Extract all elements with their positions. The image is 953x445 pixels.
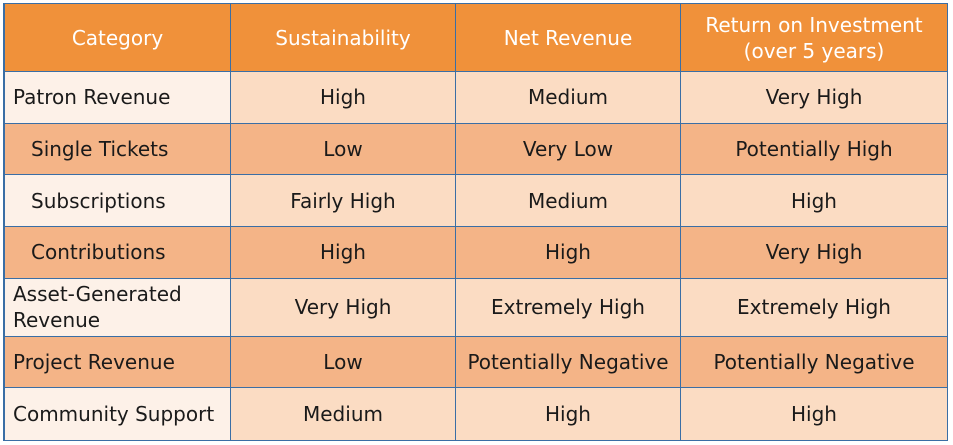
cell-sustainability: High xyxy=(231,227,455,279)
cell-net-revenue: High xyxy=(456,388,680,440)
cell-category: Project Revenue xyxy=(5,336,230,389)
cell-roi: Potentially Negative xyxy=(681,336,947,389)
cell-category: Contributions xyxy=(5,227,230,279)
cell-sustainability: High xyxy=(231,72,455,124)
table-header-row: Category Sustainability Net Revenue Retu… xyxy=(5,4,947,72)
cell-roi: Very High xyxy=(681,72,947,124)
header-sustainability: Sustainability xyxy=(231,4,455,72)
cell-sustainability: Very High xyxy=(231,278,455,337)
cell-sustainability: Low xyxy=(231,336,455,389)
cell-roi: Very High xyxy=(681,227,947,279)
table-row: Single Tickets Low Very Low Potentially … xyxy=(5,123,947,176)
table-row: Patron Revenue High Medium Very High xyxy=(5,72,947,124)
cell-roi: Potentially High xyxy=(681,123,947,176)
cell-net-revenue: Potentially Negative xyxy=(456,336,680,389)
header-roi-line1: Return on Investment xyxy=(705,12,923,37)
cell-net-revenue: Medium xyxy=(456,72,680,124)
cell-category: Single Tickets xyxy=(5,123,230,176)
revenue-comparison-table: Category Sustainability Net Revenue Retu… xyxy=(4,4,948,440)
table-row: Asset-Generated Revenue Very High Extrem… xyxy=(5,278,947,337)
header-roi-line2: (over 5 years) xyxy=(743,38,885,63)
table-row: Community Support Medium High High xyxy=(5,388,947,440)
header-category: Category xyxy=(5,4,230,72)
cell-roi: Extremely High xyxy=(681,278,947,337)
table-row: Contributions High High Very High xyxy=(5,227,947,279)
cell-category: Subscriptions xyxy=(5,175,230,228)
cell-net-revenue: Very Low xyxy=(456,123,680,176)
cell-category-line1: Asset-Generated xyxy=(13,282,182,307)
cell-sustainability: Low xyxy=(231,123,455,176)
cell-category-line2: Revenue xyxy=(13,308,101,333)
cell-sustainability: Medium xyxy=(231,388,455,440)
cell-roi: High xyxy=(681,175,947,228)
cell-sustainability: Fairly High xyxy=(231,175,455,228)
cell-roi: High xyxy=(681,388,947,440)
cell-net-revenue: Medium xyxy=(456,175,680,228)
table-row: Project Revenue Low Potentially Negative… xyxy=(5,336,947,389)
header-net-revenue: Net Revenue xyxy=(456,4,680,72)
cell-net-revenue: High xyxy=(456,227,680,279)
table-row: Subscriptions Fairly High Medium High xyxy=(5,175,947,228)
header-return-on-investment: Return on Investment (over 5 years) xyxy=(681,4,947,72)
cell-category: Community Support xyxy=(5,388,230,440)
revenue-comparison-table-frame: Category Sustainability Net Revenue Retu… xyxy=(3,3,948,441)
cell-net-revenue: Extremely High xyxy=(456,278,680,337)
cell-category: Asset-Generated Revenue xyxy=(5,278,230,337)
cell-category: Patron Revenue xyxy=(5,72,230,124)
